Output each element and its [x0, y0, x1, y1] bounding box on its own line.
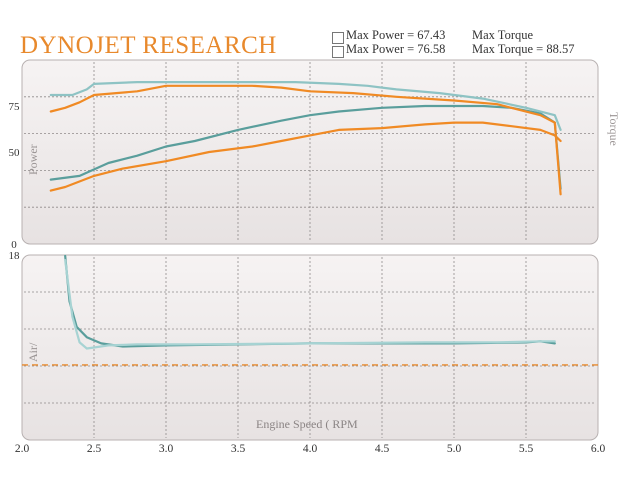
legend-swatch-teal [332, 46, 344, 58]
x-tick-label: 5.0 [447, 443, 462, 455]
power-torque-series-2 [49, 84, 562, 196]
power-torque-y-tick-label: 75 [9, 101, 21, 113]
power-axis-label: Power [26, 144, 40, 175]
dynojet-brand-title: DYNOJET RESEARCH [20, 32, 277, 59]
legend-power-teal: Max Power = 76.58 [346, 42, 446, 56]
grid-lines [22, 62, 598, 438]
data-series [49, 81, 562, 350]
x-tick-label: 3.0 [159, 443, 174, 455]
legend-swatch-orange [332, 32, 344, 44]
power-torque-series-0 [49, 121, 562, 192]
legend-power-orange: Max Power = 67.43 [346, 28, 446, 42]
air-fuel-y-tick-label: 18 [9, 250, 21, 262]
power-torque-y-tick-label: 50 [9, 147, 21, 159]
legend-torque-teal: Max Torque = 88.57 [472, 42, 575, 56]
x-tick-label: 2.0 [15, 443, 30, 455]
power-torque-series-3 [49, 81, 562, 131]
x-tick-label: 2.5 [87, 443, 102, 455]
engine-speed-axis-label: Engine Speed ( RPM [256, 417, 358, 431]
x-tick-label: 3.5 [231, 443, 246, 455]
x-tick-label: 4.5 [375, 443, 390, 455]
axis-labels: 75 50 018 Power Torque Air/Engine Speed ( RPM… [9, 101, 622, 455]
power-torque-y-tick-label: 0 [11, 239, 17, 251]
x-tick-label: 6.0 [591, 443, 606, 455]
legend-torque-orange: Max Torque [472, 28, 534, 42]
x-tick-label: 4.0 [303, 443, 318, 455]
air-fuel-axis-label: Air/ [26, 342, 40, 362]
x-tick-label: 5.5 [519, 443, 534, 455]
torque-axis-label: Torque [607, 112, 621, 146]
air-fuel-series-1 [64, 259, 556, 350]
